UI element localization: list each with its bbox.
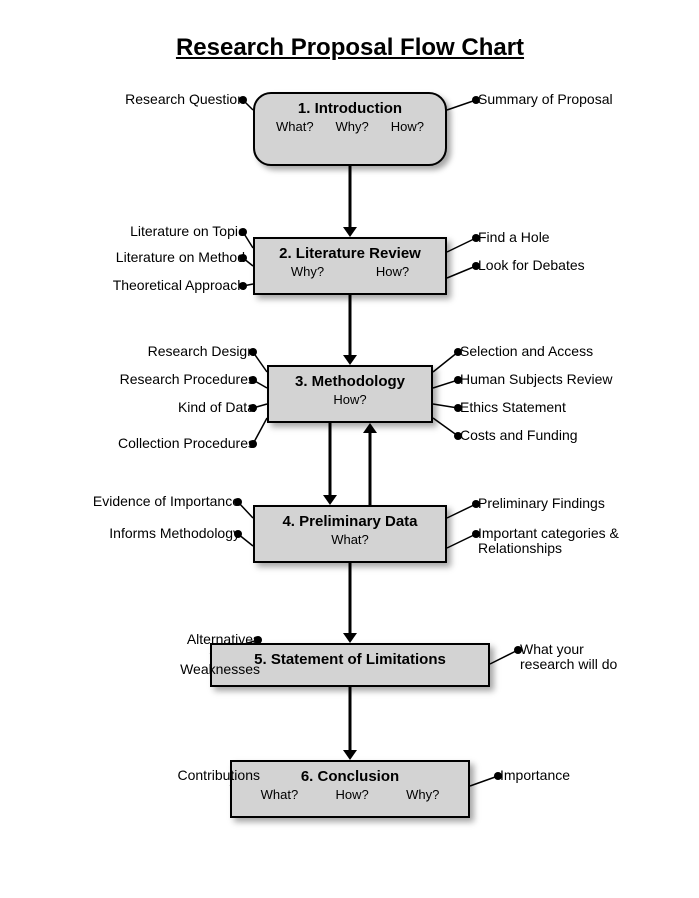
annotation: Research Design	[85, 344, 255, 359]
annotation: Ethics Statement	[460, 400, 630, 415]
node-n1: 1. IntroductionWhat?Why?How?	[253, 92, 447, 166]
node-n4: 4. Preliminary DataWhat?	[253, 505, 447, 563]
annotation: Literature on Topic	[75, 224, 245, 239]
flowchart-canvas: Research Proposal Flow Chart 1. Introduc…	[0, 0, 699, 898]
annotation: Weaknesses	[90, 662, 260, 677]
node-n3: 3. MethodologyHow?	[267, 365, 433, 423]
annotation: Look for Debates	[478, 258, 648, 273]
annotation: Evidence of Importance	[70, 494, 240, 509]
annotation: Collection Procedures	[85, 436, 255, 451]
node-subs: What?	[255, 530, 445, 553]
annotation: Important categories &Relationships	[478, 526, 648, 557]
node-subs: How?	[269, 390, 431, 413]
node-n2: 2. Literature ReviewWhy?How?	[253, 237, 447, 295]
annotation: What yourresearch will do	[520, 642, 690, 673]
node-title: 3. Methodology	[269, 367, 431, 390]
node-title: 1. Introduction	[255, 94, 445, 117]
annotation: Selection and Access	[460, 344, 630, 359]
annotation: Research Question	[75, 92, 245, 107]
annotation: Informs Methodology	[70, 526, 240, 541]
node-title: 2. Literature Review	[255, 239, 445, 262]
annotation: Literature on Method	[75, 250, 245, 265]
chart-title: Research Proposal Flow Chart	[176, 34, 524, 62]
node-subs: What?Why?How?	[255, 117, 445, 140]
annotation: Theoretical Approach	[75, 278, 245, 293]
annotation: Find a Hole	[478, 230, 648, 245]
node-title: 6. Conclusion	[232, 762, 468, 785]
annotation: Research Procedures	[85, 372, 255, 387]
annotation: Preliminary Findings	[478, 496, 648, 511]
node-subs: Why?How?	[255, 262, 445, 285]
annotation: Alternatives	[90, 632, 260, 647]
annotation: Contributions	[90, 768, 260, 783]
annotation: Importance	[500, 768, 670, 783]
node-n6: 6. ConclusionWhat?How?Why?	[230, 760, 470, 818]
annotation: Summary of Proposal	[478, 92, 648, 107]
annotation: Kind of Data	[85, 400, 255, 415]
node-subs: What?How?Why?	[232, 785, 468, 808]
node-title: 4. Preliminary Data	[255, 507, 445, 530]
annotation: Costs and Funding	[460, 428, 630, 443]
annotation: Human Subjects Review	[460, 372, 630, 387]
